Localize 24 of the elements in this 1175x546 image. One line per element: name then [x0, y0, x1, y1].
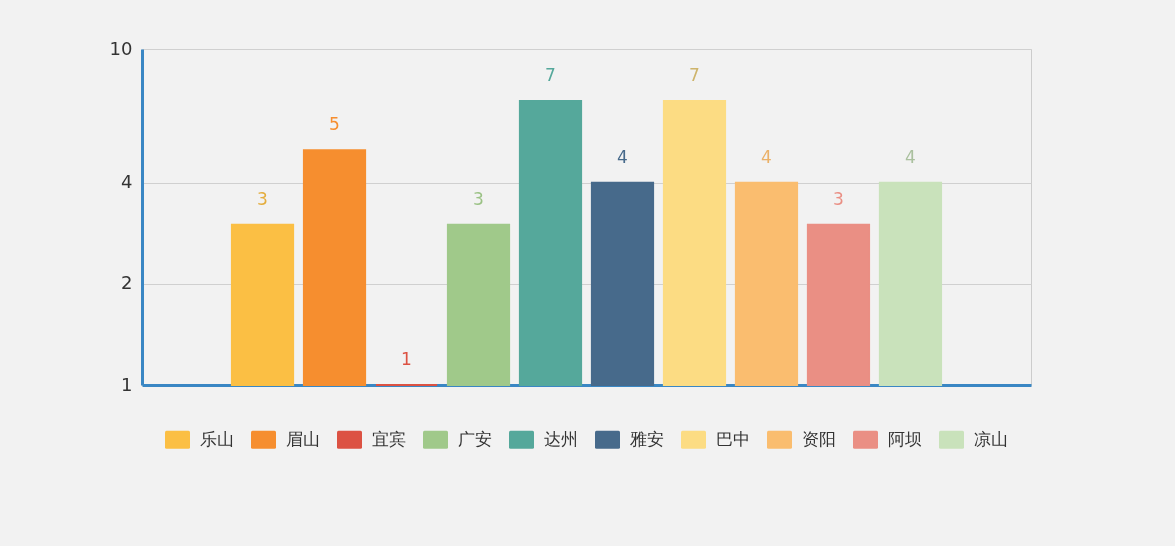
- data-label: 3: [833, 188, 844, 209]
- legend-label: 凉山: [974, 428, 1008, 449]
- y-tick-label: 4: [121, 171, 133, 193]
- y-tick-label: 10: [109, 37, 133, 59]
- legend-label: 乐山: [200, 428, 234, 449]
- data-label: 4: [905, 146, 916, 167]
- data-label: 4: [617, 146, 628, 167]
- data-label: 4: [761, 146, 772, 167]
- legend-label: 雅安: [630, 428, 664, 449]
- legend-label: 眉山: [286, 428, 320, 449]
- data-label: 3: [473, 188, 484, 209]
- data-label: 1: [401, 349, 412, 369]
- legend-label: 巴中: [716, 428, 750, 449]
- data-label: 3: [257, 188, 268, 209]
- legend-label: 阿坝: [888, 428, 922, 449]
- y-tick-label: 1: [121, 373, 133, 395]
- legend-label: 达州: [544, 428, 578, 449]
- legend-label: 资阳: [802, 428, 836, 449]
- legend-label: 宜宾: [372, 428, 406, 449]
- y-tick-label: 2: [121, 272, 133, 294]
- data-label: 5: [329, 114, 340, 135]
- legend-label: 广安: [458, 428, 492, 449]
- data-label: 7: [689, 65, 700, 86]
- data-label: 7: [545, 65, 556, 86]
